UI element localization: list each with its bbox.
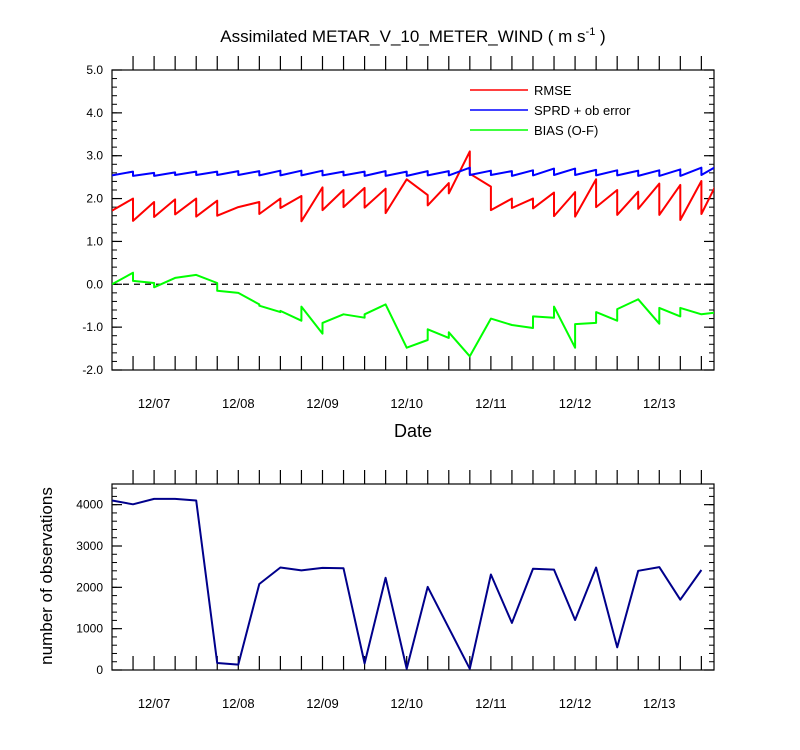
- y-tick-label: 5.0: [86, 63, 103, 77]
- y-tick-label: 3.0: [86, 149, 103, 163]
- x-tick-label: 12/12: [559, 396, 592, 411]
- y-tick-label: 3000: [76, 539, 103, 553]
- x-tick-label: 12/10: [390, 396, 423, 411]
- legend-label: BIAS (O-F): [534, 123, 598, 138]
- series-line-number-of-observations: [112, 497, 703, 670]
- legend-label: SPRD + ob error: [534, 103, 631, 118]
- x-tick-label: 12/09: [306, 396, 339, 411]
- y-tick-label: 1000: [76, 622, 103, 636]
- y-tick-label: -1.0: [82, 320, 103, 334]
- y-tick-label: 1.0: [86, 234, 103, 248]
- bottom-plot-frame: [111, 483, 715, 671]
- x-tick-label: 12/11: [475, 696, 507, 711]
- x-tick-label: 12/07: [138, 396, 171, 411]
- x-tick-label: 12/08: [222, 396, 255, 411]
- x-tick-label: 12/10: [390, 696, 423, 711]
- x-tick-label: 12/12: [559, 696, 592, 711]
- bottom-series-group: [112, 497, 703, 670]
- y-tick-label: 2000: [76, 580, 103, 594]
- x-tick-label: 12/13: [643, 696, 676, 711]
- series-line-sprd-ob-error: [112, 166, 714, 177]
- bottom-axes: 0 1000 2000 3000 4000 12/07 12/08 12/09 12/10 12/…: [76, 470, 714, 711]
- y-tick-label: 0.0: [86, 277, 103, 291]
- x-tick-label: 12/13: [643, 396, 676, 411]
- x-tick-label: 12/07: [138, 696, 171, 711]
- x-tick-label: 12/11: [475, 396, 507, 411]
- y-tick-label: 2.0: [86, 192, 103, 206]
- x-axis-label: Date: [394, 421, 432, 441]
- y-tick-label: 4000: [76, 498, 103, 512]
- top-chart: Assimilated METAR_V_10_METER_WIND ( m s-…: [82, 26, 715, 441]
- y-tick-label: 4.0: [86, 106, 103, 120]
- y-tick-label: -2.0: [82, 363, 103, 377]
- top-axes: -2.0 -1.0 0.0 1.0 2.0 3.0 4.0 5.0 12/07 12/08 12/0…: [82, 56, 714, 411]
- top-plot-frame: [111, 69, 715, 371]
- bottom-chart: 0 1000 2000 3000 4000 12/07 12/08 12/09 12/10 12/…: [37, 470, 715, 711]
- x-tick-label: 12/08: [222, 696, 255, 711]
- y-tick-label: 0: [96, 663, 103, 677]
- top-series-group: [112, 150, 714, 358]
- x-tick-label: 12/09: [306, 696, 339, 711]
- series-line-bias-o-f: [112, 271, 714, 358]
- y-axis-label: number of observations: [37, 487, 56, 665]
- chart-title: Assimilated METAR_V_10_METER_WIND ( m s-…: [220, 26, 605, 46]
- series-line-rmse: [112, 150, 714, 223]
- legend-label: RMSE: [534, 83, 572, 98]
- legend: RMSE SPRD + ob error BIAS (O-F): [470, 83, 631, 138]
